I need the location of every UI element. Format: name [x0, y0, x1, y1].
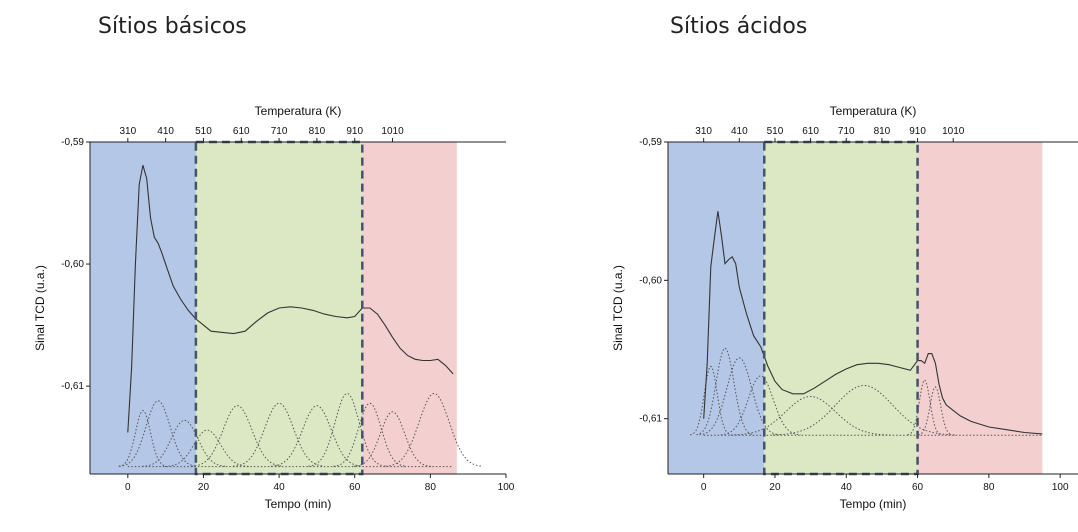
fit-component-10	[353, 411, 432, 467]
region-mid	[764, 142, 918, 474]
x-tick-label: 0	[125, 482, 131, 493]
top-tick-label: 610	[802, 126, 819, 137]
y-tick-label: -0,59	[61, 137, 84, 148]
fit-component-5	[730, 395, 891, 436]
y-tick-label: -0,60	[61, 259, 84, 270]
fit-component-11	[385, 392, 482, 467]
fit-component-4	[164, 429, 250, 467]
top-tick-label: 710	[271, 126, 288, 137]
top-tick-label: 310	[695, 126, 712, 137]
fit-component-2	[119, 400, 197, 467]
top-tick-label: 910	[346, 126, 363, 137]
tcd-signal-line	[127, 165, 454, 433]
top-tick-label: 610	[233, 126, 250, 137]
fit-component-8	[918, 386, 952, 436]
x-tick-label: 80	[425, 482, 437, 493]
x-axis-label: Tempo (min)	[265, 497, 332, 511]
left-chart-title: Sítios básicos	[98, 14, 247, 39]
top-tick-label: 810	[309, 126, 326, 137]
x-tick-label: 20	[198, 482, 210, 493]
fit-component-3	[699, 357, 780, 436]
x-tick-label: 40	[841, 482, 853, 493]
right-chart-title: Sítios ácidos	[670, 14, 808, 39]
y-tick-label: -0,61	[61, 381, 84, 392]
region-high	[917, 142, 1043, 474]
x-tick-label: 40	[274, 482, 286, 493]
x-tick-label: 20	[769, 482, 781, 493]
y-axis-label: Sinal TCD (u.a.)	[33, 265, 47, 351]
x-tick-label: 60	[912, 482, 924, 493]
x-axis-label: Tempo (min)	[840, 497, 907, 511]
y-tick-label: -0,60	[639, 275, 662, 286]
top-tick-label: 1010	[942, 126, 965, 137]
region-low	[90, 142, 196, 474]
top-tick-label: 410	[731, 126, 748, 137]
fit-component-3	[142, 419, 227, 467]
y-axis-label: Sinal TCD (u.a.)	[611, 265, 625, 351]
top-axis-label: Temperatura (K)	[830, 104, 917, 118]
top-tick-label: 910	[909, 126, 926, 137]
fit-component-7	[907, 379, 941, 436]
x-tick-label: 100	[1052, 482, 1069, 493]
top-tick-label: 510	[767, 126, 784, 137]
fit-component-2	[696, 347, 753, 436]
x-tick-label: 80	[983, 482, 995, 493]
top-axis-label: Temperatura (K)	[255, 104, 342, 118]
top-tick-label: 1010	[381, 126, 404, 137]
fit-component-6	[233, 402, 324, 467]
region-low	[668, 142, 765, 474]
x-tick-label: 60	[349, 482, 361, 493]
x-tick-label: 0	[701, 482, 707, 493]
y-tick-label: -0,59	[639, 137, 662, 148]
y-tick-label: -0,61	[639, 414, 662, 425]
x-tick-label: 100	[498, 482, 515, 493]
top-tick-label: 310	[119, 126, 136, 137]
top-tick-label: 410	[157, 126, 174, 137]
tcd-signal-line	[703, 211, 1043, 435]
fit-component-8	[308, 392, 386, 467]
top-tick-label: 710	[838, 126, 855, 137]
fit-component-9	[333, 402, 405, 467]
top-tick-label: 510	[195, 126, 212, 137]
top-tick-label: 810	[874, 126, 891, 137]
fit-component-4	[720, 375, 801, 436]
